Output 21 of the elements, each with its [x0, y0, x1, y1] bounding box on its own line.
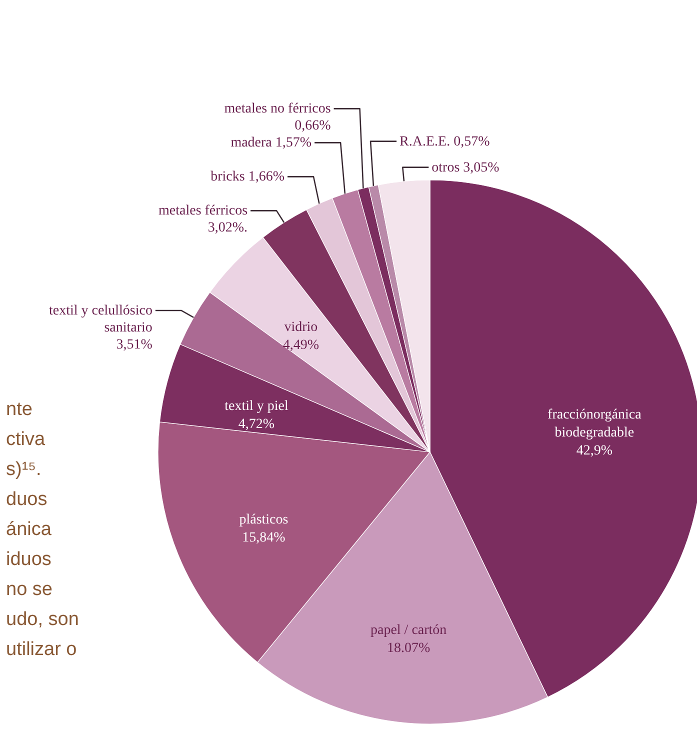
data-label: 4,49%	[282, 338, 320, 354]
slice-label: plásticos	[239, 512, 288, 528]
text: nte ctiva s)¹⁵. duos ánica iduos no se udo, son utilizar o	[6, 399, 79, 660]
slice-label: R.A.E.E. 0,57%	[400, 134, 490, 150]
slice-label: textil y piel	[224, 399, 288, 414]
data-label: 4,72%	[238, 417, 275, 432]
slice-label: textil y celullósico sanitario	[49, 304, 152, 336]
data-label: 18.07%	[386, 641, 430, 656]
slice-label: madera 1,57%	[230, 136, 312, 151]
slice-label: metales no férricos	[224, 102, 331, 117]
data-label: 3,51%	[116, 338, 153, 353]
data-label: 0,66%	[294, 118, 332, 134]
data-label: 3,02%.	[208, 220, 248, 236]
data-label: 42,9%	[576, 444, 613, 459]
slice-label: fracciónorgánica biodegradable	[548, 408, 642, 441]
data-label: 15,84%	[242, 530, 286, 546]
slice-label: vidrio	[284, 320, 318, 336]
slice-label: papel / cartón	[370, 623, 447, 638]
slice-label: otros 3,05%	[432, 160, 500, 176]
slice-label: bricks 1,66%	[210, 170, 285, 185]
slice-label: metales férricos	[158, 204, 248, 219]
